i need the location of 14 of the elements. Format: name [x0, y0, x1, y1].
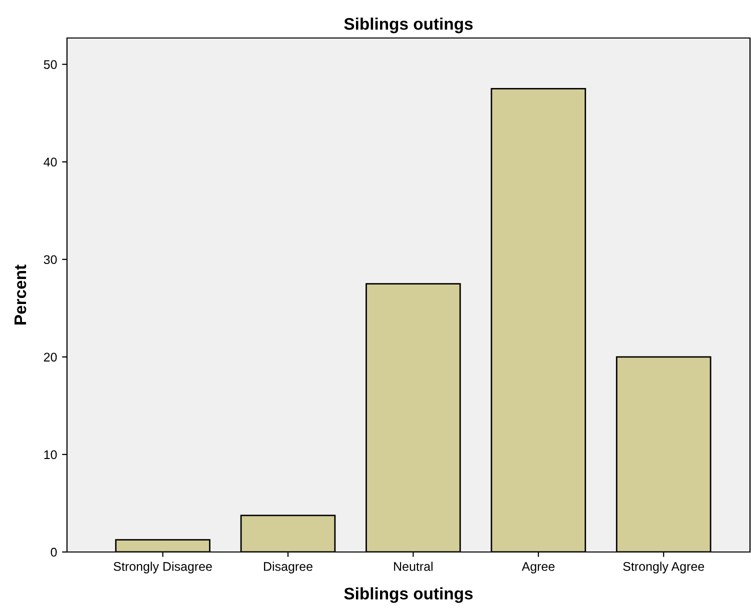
x-axis-title: Siblings outings — [344, 587, 473, 603]
x-tick-label: Disagree — [264, 562, 312, 574]
y-tick-label: 0 — [50, 548, 57, 557]
x-tick-label: Agree — [522, 562, 555, 574]
y-axis-title: Percent — [14, 264, 26, 324]
x-tick-label: Strongly Agree — [623, 562, 704, 574]
y-tick-label: 20 — [44, 352, 57, 362]
x-tick-label: Strongly Disagree — [114, 562, 212, 574]
y-tick-label: 30 — [44, 255, 57, 264]
y-tick-label: 40 — [44, 158, 57, 167]
y-tick-label: 50 — [44, 60, 57, 69]
x-tick-label: Neutral — [394, 562, 433, 571]
chart-title: Siblings outings — [344, 18, 473, 34]
y-tick-label: 10 — [44, 450, 57, 460]
